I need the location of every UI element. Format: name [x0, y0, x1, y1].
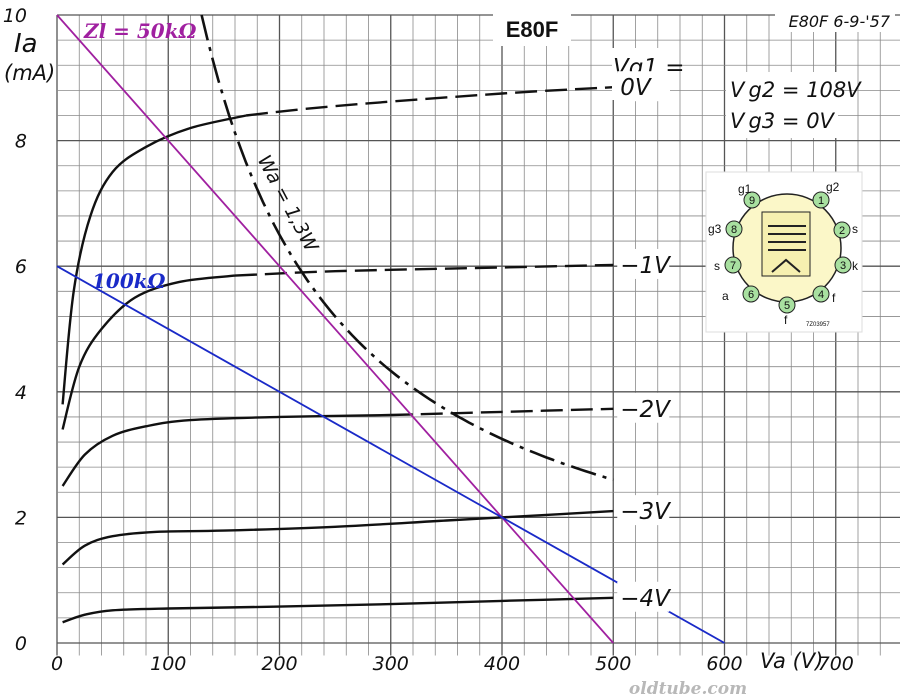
pin-number: 4 — [818, 289, 824, 301]
plate-curves — [61, 86, 614, 624]
x-tick-label: 700 — [818, 653, 854, 675]
pin-8 — [725, 220, 743, 238]
pin-number: 3 — [840, 260, 846, 272]
x-tick-label: 300 — [373, 653, 409, 675]
pin-number: 7 — [730, 260, 736, 272]
pin-label-k: k — [852, 259, 859, 273]
x-axis-label: Va (V) — [760, 649, 823, 673]
pin-4 — [812, 285, 830, 303]
curve-series-2-dashed — [390, 407, 614, 417]
curve-series-0-dashed — [245, 86, 614, 117]
y-tick-label: 4 — [15, 382, 27, 404]
title-box — [493, 12, 571, 46]
pin-label-g3: g3 — [708, 222, 722, 236]
pin-1 — [812, 191, 830, 209]
pin-label-f-right: f — [832, 291, 836, 305]
x-tick-label: 600 — [706, 653, 742, 675]
curve-series-1-dashed — [234, 263, 614, 277]
x-tick-label: 200 — [261, 653, 297, 675]
curve-series-1 — [61, 274, 236, 430]
pin-number: 1 — [818, 195, 824, 207]
pin-label-s-left: s — [714, 259, 720, 273]
date-stamp: E80F 6-9-'57 — [789, 12, 891, 31]
curve-series-2 — [61, 413, 391, 487]
pin-code: 7Z03957 — [806, 322, 830, 328]
y-tick-label: 6 — [15, 256, 27, 278]
x-tick-label: 400 — [484, 653, 520, 675]
pin-5 — [778, 296, 796, 314]
load-line-label-50k: Zl = 50kΩ — [83, 19, 197, 43]
pin-label-s-right: s — [852, 222, 858, 236]
series-label-bg — [617, 248, 670, 279]
pinout-diagram: 1 2 3 4 5 6 7 8 9 g1 g2 g3 s s k a f f 7Z03957 — [705, 171, 863, 333]
stamp-box — [775, 8, 895, 32]
axis-ticks: 0 100 200 300 400 500 600 700 0 2 4 6 8 10 — [3, 5, 854, 675]
load-line-0 — [56, 14, 614, 644]
y-axis-label: Ia — [14, 29, 38, 59]
series-label: −1V — [620, 253, 672, 279]
power-curve — [200, 14, 614, 481]
condition-vg3: V g3 = 0V — [730, 109, 836, 133]
series-label: −2V — [620, 397, 672, 423]
x-tick-label: 500 — [595, 653, 631, 675]
series-label-bg — [617, 71, 670, 102]
series-labels: 0V −1V −2V −3V −4V — [617, 71, 672, 612]
y-axis-unit: (mA) — [4, 61, 55, 85]
y-tick-label: 8 — [15, 131, 27, 153]
load-line-1 — [56, 265, 725, 644]
pin-label-f-bottom: f — [784, 313, 788, 327]
pin-number: 6 — [748, 289, 754, 301]
y-tick-label: 2 — [15, 507, 27, 529]
series-label: −3V — [620, 499, 672, 525]
pin-number: 8 — [731, 224, 737, 236]
series-label-bg — [617, 581, 670, 612]
pin-number: 9 — [749, 195, 755, 207]
pin-label-g1: g1 — [738, 182, 752, 196]
curve-series-0 — [61, 114, 247, 405]
watermark: oldtube.com — [629, 679, 747, 699]
series-label-bg — [617, 392, 670, 423]
series-label: 0V — [620, 75, 653, 101]
pin-2 — [833, 221, 851, 239]
series-label-bg — [617, 495, 670, 526]
curve-series-3 — [61, 509, 614, 566]
pin-number: 5 — [784, 300, 790, 312]
pin-6 — [742, 285, 760, 303]
pin-9 — [743, 191, 761, 209]
x-tick-label: 0 — [51, 653, 63, 675]
pin-7 — [724, 256, 742, 274]
load-line-label-100k: 100kΩ — [92, 269, 166, 293]
pin-number: 2 — [839, 225, 845, 237]
curve-series-4 — [62, 596, 614, 624]
load-lines: Zl = 50kΩ 100kΩ — [56, 14, 725, 644]
y-tick-label: 0 — [15, 633, 27, 655]
x-tick-label: 100 — [150, 653, 186, 675]
tube-title: E80F — [506, 17, 559, 42]
condition-vg2: V g2 = 108V — [730, 78, 862, 102]
pin-3 — [834, 256, 852, 274]
pin-label-g2: g2 — [826, 180, 840, 194]
conditions-box — [726, 72, 838, 138]
pin-label-a: a — [722, 289, 729, 303]
chart-grid — [56, 14, 900, 656]
series-label: −4V — [620, 586, 672, 612]
y-tick-label: 10 — [3, 5, 27, 27]
electrode-block — [761, 211, 811, 277]
